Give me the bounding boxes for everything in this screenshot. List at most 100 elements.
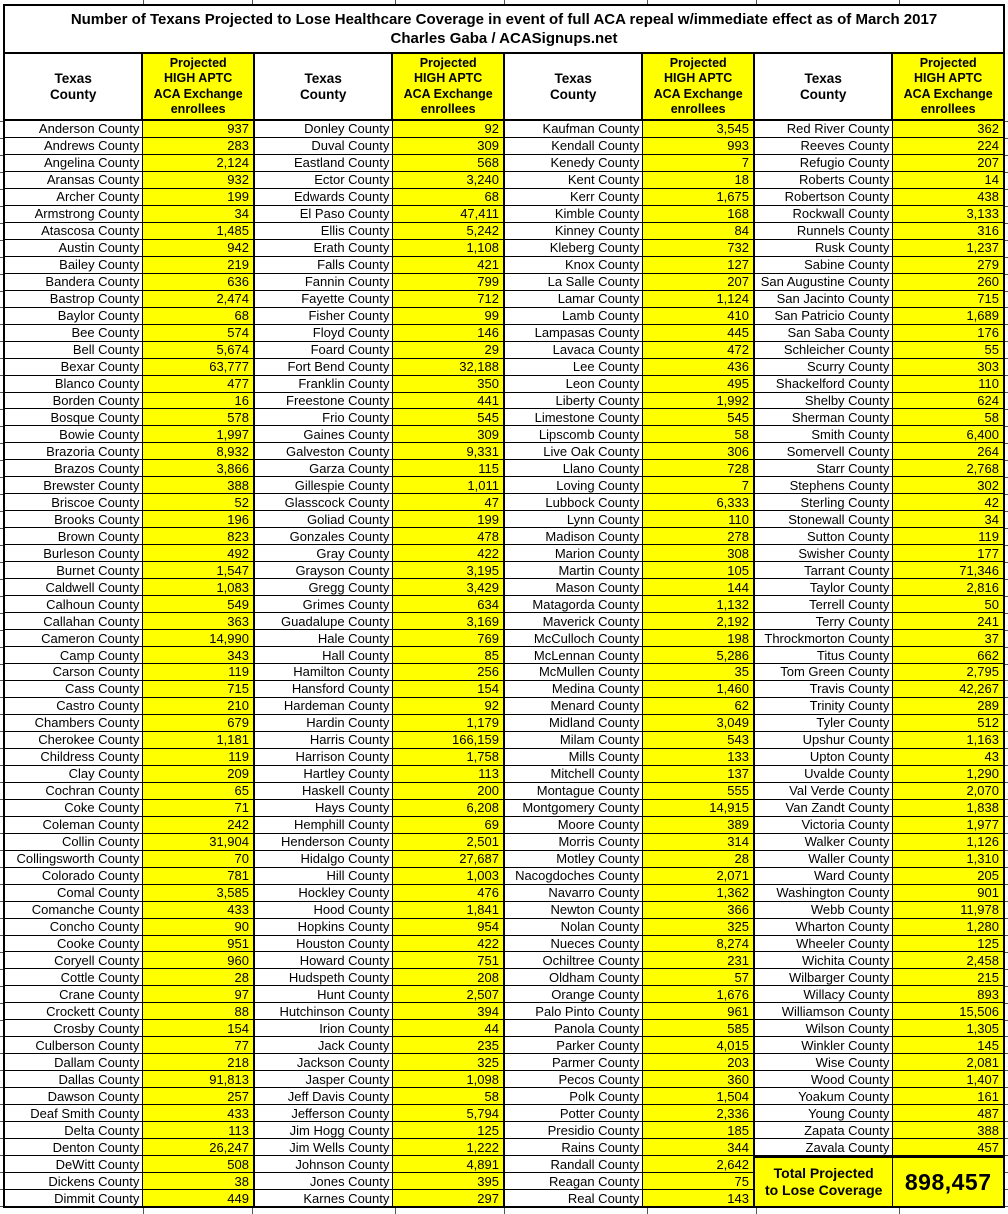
table-row: Brewster County 388 xyxy=(5,477,253,495)
county-cell: Montague County xyxy=(505,782,644,799)
county-cell: Erath County xyxy=(255,239,394,256)
table-row: Freestone County 441 xyxy=(255,392,503,410)
county-cell: Brazos County xyxy=(5,460,144,477)
table-row: Hale County 769 xyxy=(255,630,503,648)
table-row: Anderson County 937 xyxy=(5,121,253,138)
value-cell: 314 xyxy=(643,833,753,850)
value-cell: 57 xyxy=(643,969,753,986)
value-cell: 7 xyxy=(643,154,753,171)
total-value: 898,457 xyxy=(904,1168,992,1195)
value-cell: 457 xyxy=(893,1139,1003,1156)
table-row: Eastland County 568 xyxy=(255,154,503,172)
table-row: Karnes County 297 xyxy=(255,1190,503,1206)
table-row: Parker County 4,015 xyxy=(505,1037,753,1055)
county-cell: Milam County xyxy=(505,731,644,748)
county-cell: Camp County xyxy=(5,647,144,663)
county-cell: Red River County xyxy=(755,121,894,137)
county-cell: Smith County xyxy=(755,426,894,443)
table-row: Nacogdoches County 2,071 xyxy=(505,867,753,885)
value-cell: 85 xyxy=(393,647,503,663)
value-cell: 1,237 xyxy=(893,239,1003,256)
value-cell: 1,675 xyxy=(643,188,753,205)
county-cell: Gillespie County xyxy=(255,477,394,494)
table-row: Hartley County 113 xyxy=(255,765,503,783)
county-header: Texas County xyxy=(5,54,144,119)
value-cell: 37 xyxy=(893,630,1003,647)
table-row: Taylor County 2,816 xyxy=(755,579,1003,597)
table-row: Wilson County 1,305 xyxy=(755,1020,1003,1038)
value-cell: 215 xyxy=(893,969,1003,986)
value-cell: 256 xyxy=(393,664,503,680)
county-cell: Delta County xyxy=(5,1122,144,1139)
county-cell: Jack County xyxy=(255,1037,394,1054)
county-cell: Freestone County xyxy=(255,392,394,409)
gridline-tick xyxy=(0,748,3,749)
value-cell: 203 xyxy=(643,1054,753,1071)
table-row: Reagan County 75 xyxy=(505,1173,753,1191)
table-row: Pecos County 360 xyxy=(505,1071,753,1089)
value-cell: 1,992 xyxy=(643,392,753,409)
table-row: Hill County 1,003 xyxy=(255,867,503,885)
gridline-tick xyxy=(0,206,3,207)
county-cell: Willacy County xyxy=(755,986,894,1003)
county-cell: Ochiltree County xyxy=(505,952,644,969)
gridline-tick xyxy=(0,1155,3,1156)
county-cell: Lee County xyxy=(505,358,644,375)
value-cell: 3,169 xyxy=(393,613,503,630)
value-cell: 143 xyxy=(643,1190,753,1206)
value-cell: 198 xyxy=(643,630,753,647)
table-row: Polk County 1,504 xyxy=(505,1088,753,1106)
value-cell: 1,179 xyxy=(393,714,503,731)
county-cell: Refugio County xyxy=(755,154,894,171)
gridline-tick xyxy=(0,969,3,970)
table-row: Hopkins County 954 xyxy=(255,918,503,936)
county-cell: Van Zandt County xyxy=(755,799,894,816)
value-cell: 2,336 xyxy=(643,1105,753,1122)
table-row: Brown County 823 xyxy=(5,528,253,546)
gridline-tick xyxy=(1005,833,1008,834)
value-cell: 302 xyxy=(893,477,1003,494)
value-cell: 1,689 xyxy=(893,307,1003,324)
table-row: Duval County 309 xyxy=(255,137,503,155)
county-cell: Brooks County xyxy=(5,511,144,528)
county-cell: Bowie County xyxy=(5,426,144,443)
value-cell: 679 xyxy=(143,714,253,731)
table-row: McLennan County 5,286 xyxy=(505,647,753,664)
gridline-tick xyxy=(0,358,3,359)
county-cell: Guadalupe County xyxy=(255,613,394,630)
table-row: Frio County 545 xyxy=(255,409,503,427)
value-cell: 42 xyxy=(893,494,1003,511)
value-cell: 781 xyxy=(143,867,253,884)
value-cell: 15,506 xyxy=(893,1003,1003,1020)
gridline-tick xyxy=(0,121,3,122)
gridline-tick xyxy=(1005,477,1008,478)
gridline-tick xyxy=(756,1208,757,1214)
value-cell: 549 xyxy=(143,596,253,613)
county-cell: Jeff Davis County xyxy=(255,1088,394,1105)
county-cell: DeWitt County xyxy=(5,1156,144,1173)
county-cell: Stonewall County xyxy=(755,511,894,528)
gridline-tick xyxy=(1005,765,1008,766)
county-cell: Rockwall County xyxy=(755,205,894,222)
value-cell: 27,687 xyxy=(393,850,503,867)
county-cell: Concho County xyxy=(5,918,144,935)
gridline-tick xyxy=(252,1208,253,1214)
table-row: Motley County 28 xyxy=(505,850,753,868)
value-cell: 960 xyxy=(143,952,253,969)
county-cell: Parker County xyxy=(505,1037,644,1054)
county-cell: Jones County xyxy=(255,1173,394,1190)
county-cell: Dickens County xyxy=(5,1173,144,1190)
value-cell: 1,280 xyxy=(893,918,1003,935)
gridline-tick xyxy=(0,545,3,546)
table-row: San Patricio County 1,689 xyxy=(755,307,1003,325)
table-row: Burnet County 1,547 xyxy=(5,562,253,580)
value-cell: 2,071 xyxy=(643,867,753,884)
value-cell: 1,997 xyxy=(143,426,253,443)
table-row: Travis County 42,267 xyxy=(755,680,1003,698)
county-cell: Swisher County xyxy=(755,545,894,562)
table-row: Val Verde County 2,070 xyxy=(755,782,1003,800)
table-row: Gaines County 309 xyxy=(255,426,503,444)
gridline-tick xyxy=(0,697,3,698)
value-cell: 5,286 xyxy=(643,647,753,663)
county-cell: Hale County xyxy=(255,630,394,647)
